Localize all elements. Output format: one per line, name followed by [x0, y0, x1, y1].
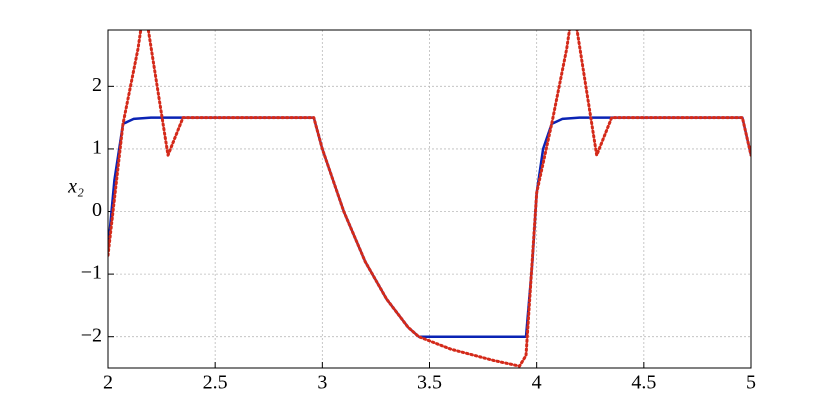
x-tick-label: 3 [317, 372, 327, 394]
x-tick-label: 5 [746, 372, 756, 394]
y-tick-label: 0 [92, 199, 102, 221]
series-line [108, 30, 751, 368]
x-tick-label: 2.5 [203, 372, 228, 394]
x-tick-label: 2 [103, 372, 113, 394]
y-axis-label: x₂ [67, 176, 84, 198]
x-tick-label: 4 [532, 372, 542, 394]
x-tick-label: 3.5 [417, 372, 442, 394]
y-tick-label: −1 [81, 262, 102, 284]
axes-frame [107, 29, 752, 369]
x-tick-label: 4.5 [631, 372, 656, 394]
y-tick-label: −2 [81, 324, 102, 346]
y-tick-label: 1 [92, 137, 102, 159]
y-tick-label: 2 [92, 74, 102, 96]
plot-area [108, 30, 751, 368]
